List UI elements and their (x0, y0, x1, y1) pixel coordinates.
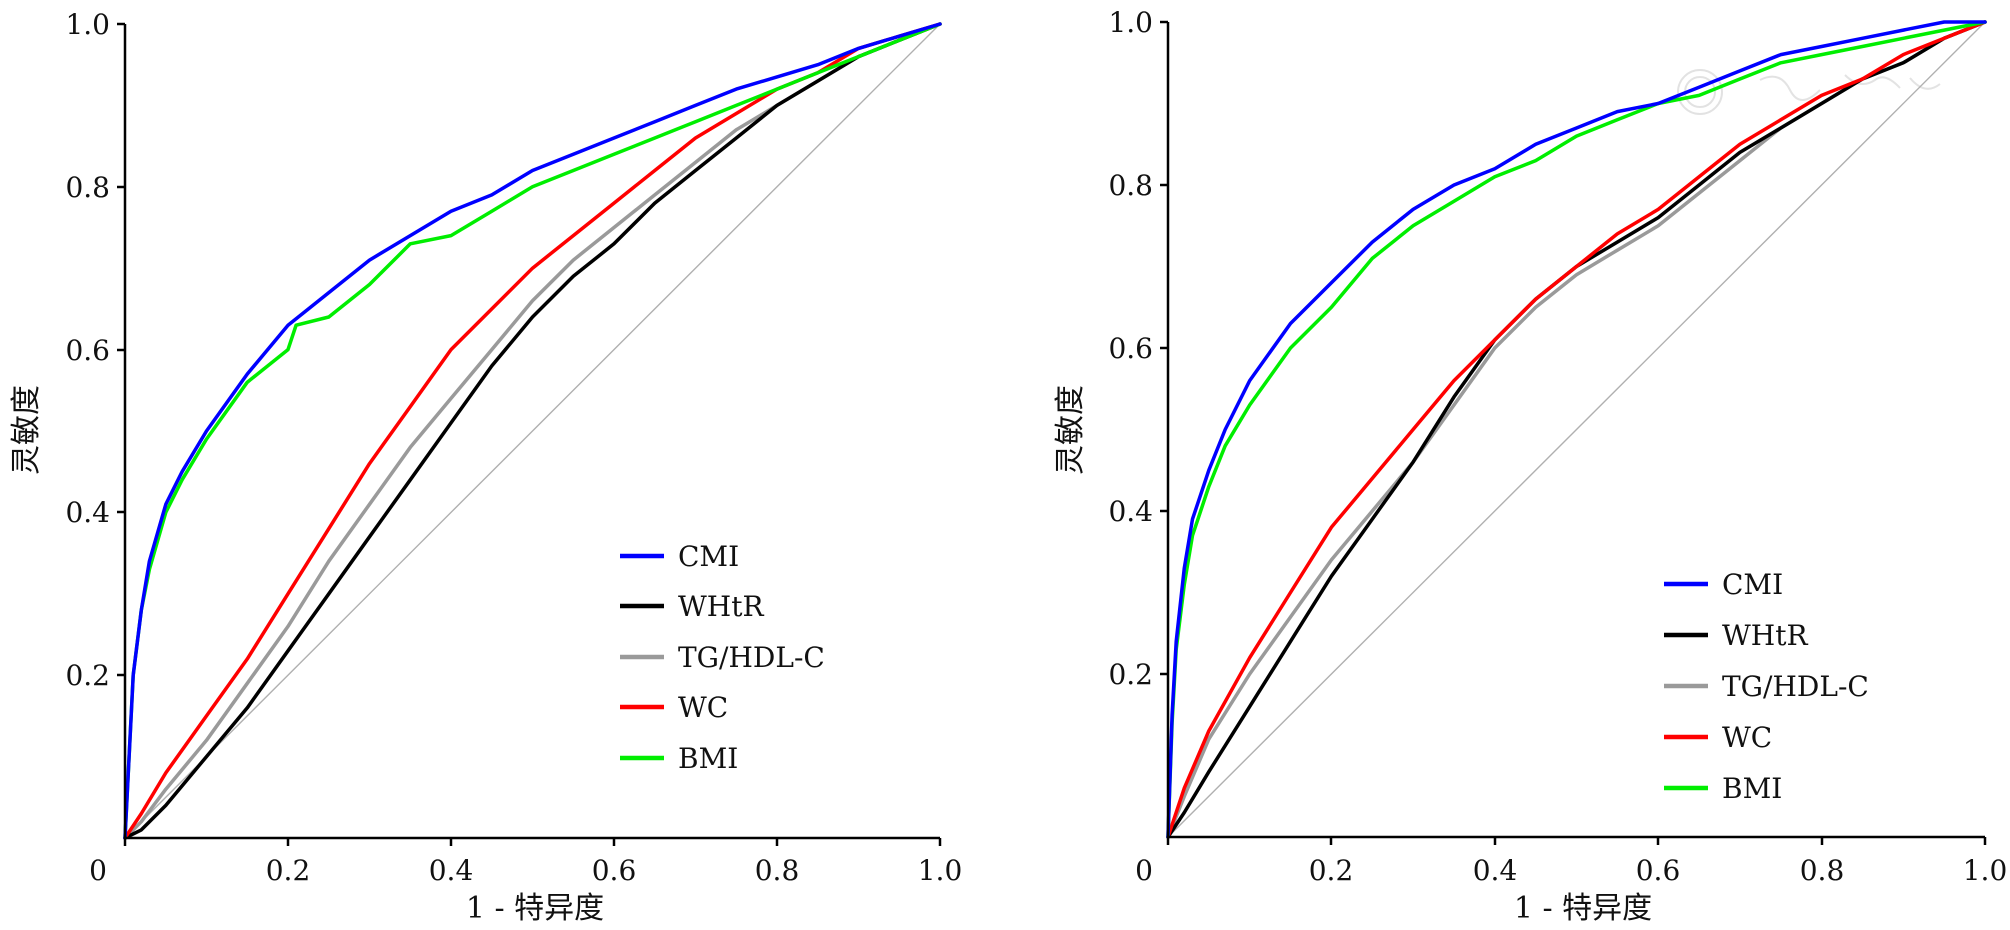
y-tick-label: 0.8 (1108, 169, 1153, 202)
legend-label: WHtR (678, 590, 764, 623)
y-tick-label: 1.0 (1108, 6, 1153, 39)
y-tick-label: 1.0 (65, 8, 110, 41)
x-tick-label: 0.8 (1800, 854, 1845, 887)
y-ticks (1160, 20, 1168, 676)
chart-panel-left: 1.0 0.8 0.6 0.4 0.2 0 0.2 0.4 0.6 0.8 1.… (9, 8, 962, 926)
y-tick-label: 0.6 (1108, 332, 1153, 365)
roc-curve-whtr (123, 22, 942, 840)
y-axis-title: 灵敏度 (1053, 385, 1088, 475)
reference-diagonal (124, 23, 941, 839)
legend-label: CMI (1722, 568, 1783, 601)
x-tick-label: 0.2 (266, 854, 311, 887)
series-layer (123, 22, 942, 840)
y-tick-label: 0.4 (1108, 495, 1153, 528)
roc-curve-cmi (1166, 20, 1987, 839)
y-ticks (117, 22, 125, 677)
x-axis-title: 1 - 特异度 (1514, 891, 1652, 926)
roc-curve-cmi (123, 22, 942, 840)
y-tick-label: 0.2 (65, 659, 110, 692)
y-tick-label: 0.6 (65, 334, 110, 367)
x-tick-label: 0.8 (755, 854, 800, 887)
x-tick-label: 0.6 (592, 854, 637, 887)
series-layer (1166, 20, 1987, 839)
legend-label: WC (1722, 721, 1772, 754)
roc-curve-bmi (1166, 20, 1987, 839)
reference-diagonal (1167, 21, 1986, 838)
x-axis-title: 1 - 特异度 (466, 891, 604, 926)
legend-label: WHtR (1722, 619, 1808, 652)
x-tick-label: 0.4 (429, 854, 474, 887)
legend: CMI WHtR TG/HDL-C WC BMI (1664, 568, 1869, 805)
chart-panel-right: 1.0 0.8 0.6 0.4 0.2 0 0.2 0.4 0.6 0.8 1.… (1053, 6, 2007, 926)
y-axis-title: 灵敏度 (9, 385, 44, 475)
x-tick-label: 0 (1135, 854, 1153, 887)
legend-label: TG/HDL-C (1722, 670, 1869, 703)
x-tick-label: 1.0 (918, 854, 963, 887)
x-ticks (1166, 837, 1987, 845)
x-tick-label: 0 (89, 854, 107, 887)
y-tick-label: 0.8 (65, 171, 110, 204)
x-ticks (123, 838, 942, 846)
y-tick-label: 0.2 (1108, 658, 1153, 691)
legend: CMI WHtR TG/HDL-C WC BMI (620, 540, 825, 775)
x-tick-label: 1.0 (1963, 854, 2008, 887)
roc-curve-wc (1166, 20, 1987, 839)
x-tick-label: 0.6 (1636, 854, 1681, 887)
x-tick-label: 0.4 (1473, 854, 1518, 887)
x-tick-label: 0.2 (1309, 854, 1354, 887)
watermark-seal-icon (1677, 69, 1941, 115)
roc-curve-bmi (123, 22, 942, 840)
y-tick-label: 0.4 (65, 496, 110, 529)
legend-label: TG/HDL-C (678, 641, 825, 674)
legend-label: BMI (1722, 772, 1782, 805)
legend-label: WC (678, 691, 728, 724)
legend-label: CMI (678, 540, 739, 573)
legend-label: BMI (678, 742, 738, 775)
